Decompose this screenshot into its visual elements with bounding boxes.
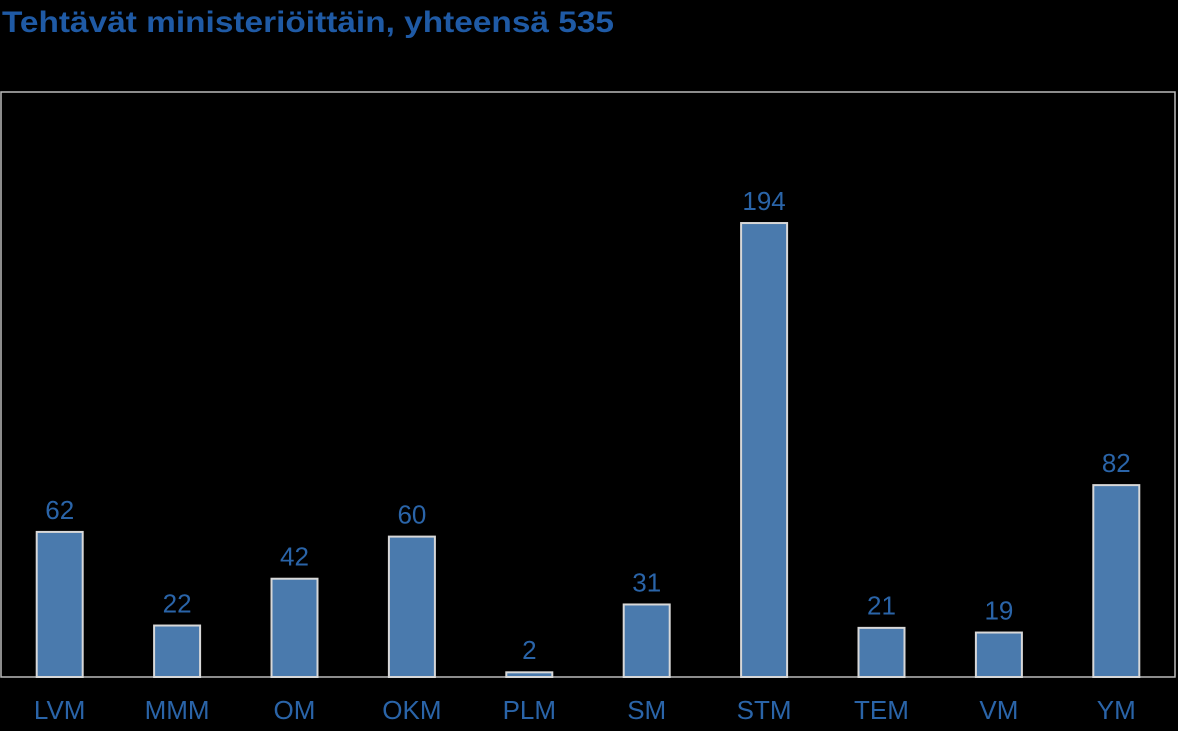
bar: [153, 624, 202, 679]
x-tick-label: STM: [737, 695, 792, 725]
value-label: 2: [522, 635, 536, 665]
value-label: 62: [45, 495, 74, 525]
chart-title: Tehtävät ministeriöittäin, yhteensä 535: [2, 6, 614, 39]
bar: [622, 603, 671, 679]
bar: [1092, 484, 1141, 678]
x-tick-label: TEM: [854, 695, 909, 725]
value-label: 21: [867, 591, 896, 621]
x-tick-label: OKM: [382, 695, 441, 725]
bar: [387, 535, 436, 678]
value-label: 194: [742, 186, 785, 216]
x-tick-label: VM: [979, 695, 1018, 725]
value-label: 31: [632, 567, 661, 597]
plot-frame: [0, 91, 1176, 678]
x-tick-label: SM: [627, 695, 666, 725]
bar: [974, 631, 1023, 678]
value-label: 19: [984, 595, 1013, 625]
bar: [857, 626, 906, 678]
bar: [505, 671, 554, 679]
value-label: 22: [163, 588, 192, 618]
value-label: 42: [280, 542, 309, 572]
x-tick-label: YM: [1097, 695, 1136, 725]
x-tick-label: OM: [274, 695, 316, 725]
x-tick-label: MMM: [145, 695, 210, 725]
bar: [35, 530, 84, 678]
x-tick-label: PLM: [503, 695, 556, 725]
value-label: 82: [1102, 448, 1131, 478]
bar: [270, 577, 319, 678]
x-tick-label: LVM: [34, 695, 86, 725]
value-label: 60: [397, 499, 426, 529]
bar: [740, 222, 789, 678]
